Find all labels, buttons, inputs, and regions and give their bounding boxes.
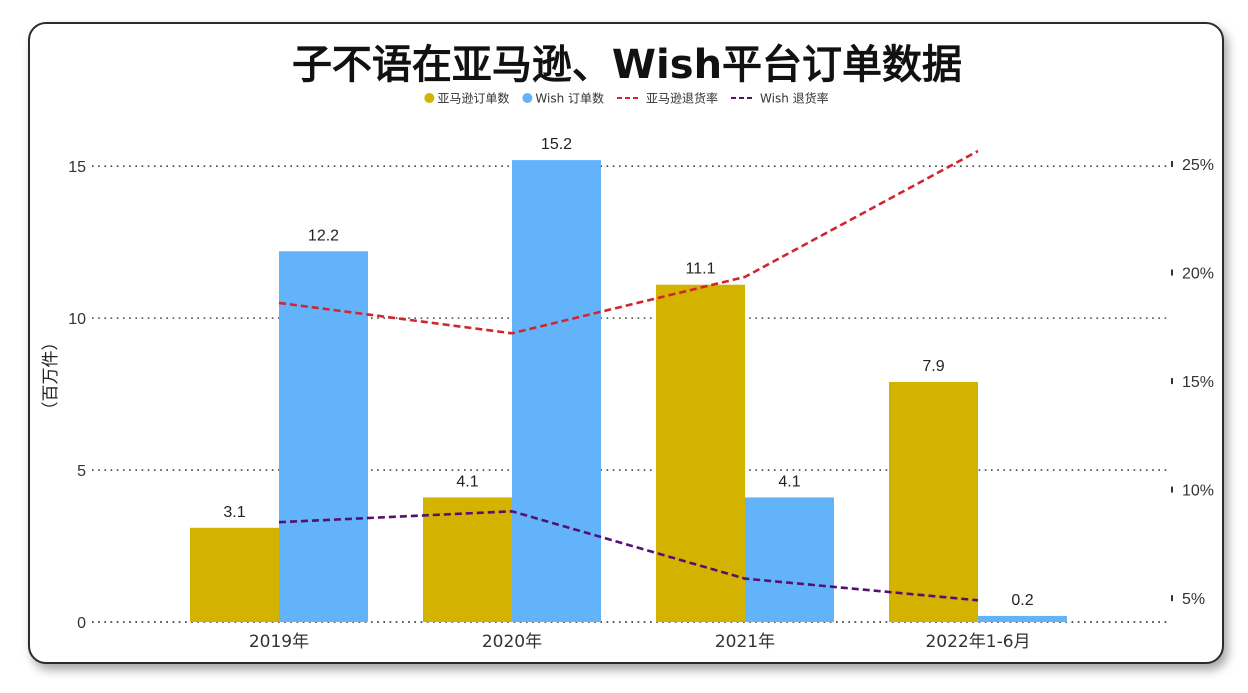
x-tick-label: 2021年 [715, 632, 775, 652]
y2-tick-label: 5% [1182, 591, 1205, 608]
legend: 亚马逊订单数 Wish 订单数 亚马逊退货率 Wish 退货率 [424, 91, 829, 106]
legend-label: Wish 退货率 [760, 91, 829, 106]
x-axis: 2019年 2020年 2021年 2022年1-6月 [92, 621, 1170, 652]
left-axis: 0 5 10 15 [68, 159, 86, 632]
legend-label: Wish 订单数 [535, 91, 604, 106]
y2-tick-label: 20% [1182, 266, 1214, 283]
wish-orders-bar [745, 497, 834, 622]
y2-tick-label: 10% [1182, 483, 1214, 500]
y-tick-label: 15 [68, 159, 86, 176]
amazon-orders-bar [423, 497, 512, 622]
y-tick-label: 5 [77, 463, 86, 480]
wish-orders-label: 0.2 [1011, 592, 1033, 609]
legend-label: 亚马逊订单数 [437, 91, 509, 106]
chart-title: 子不语在亚马逊、Wish平台订单数据 [292, 42, 962, 88]
x-tick-label: 2022年1-6月 [925, 632, 1030, 652]
amazon-orders-bar [889, 381, 978, 622]
wish-orders-label: 15.2 [541, 136, 572, 153]
lines [278, 149, 979, 602]
x-tick-label: 2019年 [249, 632, 309, 652]
chart-card: 子不语在亚马逊、Wish平台订单数据 亚马逊订单数 Wish 订单数 亚马逊退货率 W… [28, 22, 1224, 664]
wish-orders-bar [279, 251, 368, 623]
amazon-orders-label: 7.9 [922, 358, 944, 375]
wish-return-line [278, 509, 979, 602]
wish-orders-bar [978, 615, 1067, 622]
wish-orders-label: 4.1 [778, 473, 800, 490]
legend-marker [424, 93, 435, 103]
amazon-orders-label: 3.1 [223, 504, 245, 521]
y-axis-title: （百万件） [41, 334, 61, 419]
y2-tick-label: 25% [1182, 157, 1214, 174]
right-axis: 5% 10% 15% 20% 25% [1171, 157, 1214, 608]
data-labels: 3.1 4.1 11.1 7.9 12.2 15.2 4.1 0.2 [223, 136, 1033, 609]
amazon-orders-bar [190, 527, 279, 622]
amazon-return-line [278, 149, 979, 335]
y-tick-label: 10 [68, 311, 86, 328]
bars [190, 160, 1067, 623]
legend-label: 亚马逊退货率 [646, 91, 718, 106]
wish-orders-label: 12.2 [308, 227, 339, 244]
wish-orders-bar [512, 160, 601, 622]
y2-tick-label: 15% [1182, 374, 1214, 391]
legend-marker [522, 93, 533, 103]
amazon-orders-bar [656, 284, 745, 622]
chart: 子不语在亚马逊、Wish平台订单数据 亚马逊订单数 Wish 订单数 亚马逊退货率 W… [41, 42, 1214, 652]
amazon-orders-label: 4.1 [456, 473, 478, 490]
amazon-orders-label: 11.1 [686, 261, 716, 278]
x-tick-label: 2020年 [482, 632, 542, 652]
y-tick-label: 0 [77, 615, 86, 632]
